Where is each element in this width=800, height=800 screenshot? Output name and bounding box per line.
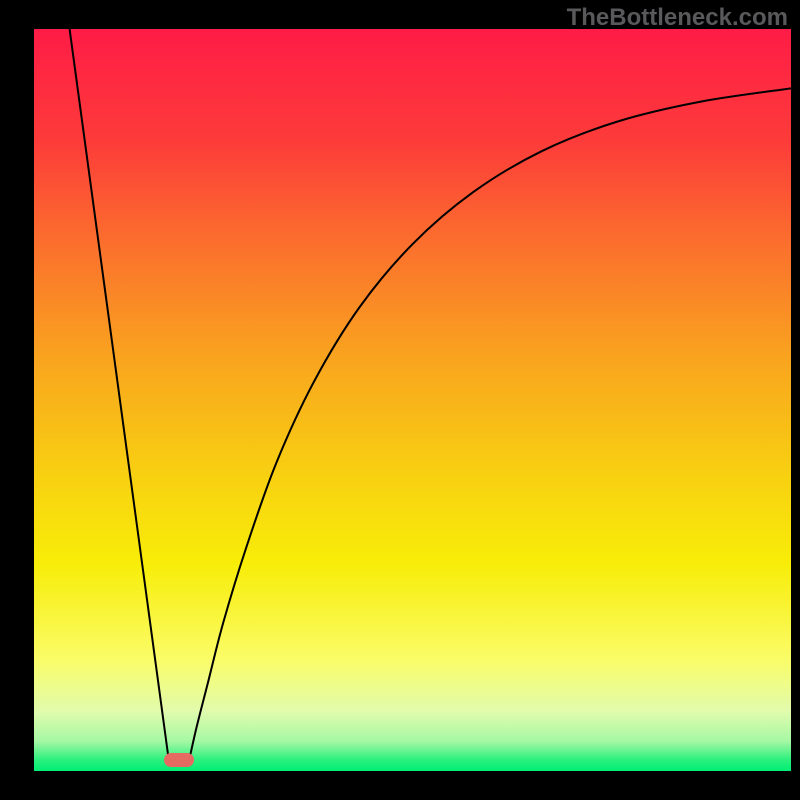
chart-container: TheBottleneck.com bbox=[0, 0, 800, 800]
minimum-marker bbox=[164, 753, 194, 767]
watermark-text: TheBottleneck.com bbox=[567, 4, 788, 32]
curve-overlay bbox=[34, 29, 791, 771]
plot-area bbox=[34, 29, 791, 771]
